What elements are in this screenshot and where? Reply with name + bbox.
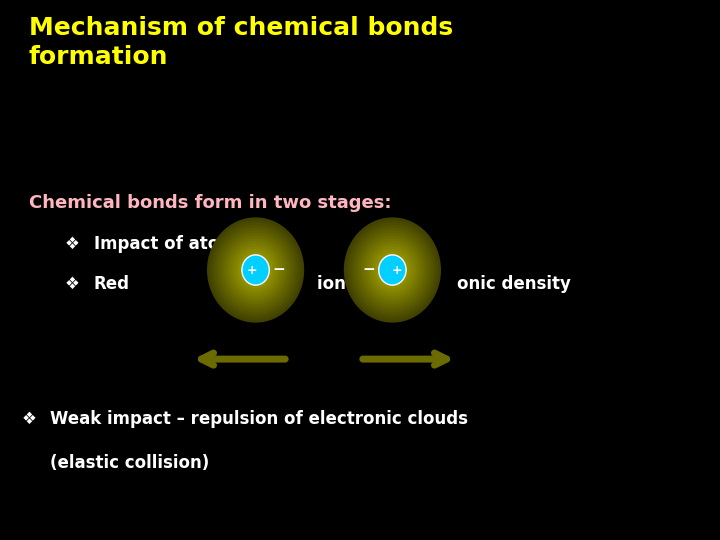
Ellipse shape — [356, 231, 429, 309]
Ellipse shape — [346, 220, 438, 320]
Ellipse shape — [231, 244, 280, 296]
Ellipse shape — [348, 222, 436, 318]
Ellipse shape — [238, 252, 273, 288]
Ellipse shape — [361, 236, 424, 304]
Ellipse shape — [366, 241, 419, 299]
Ellipse shape — [359, 233, 426, 307]
Ellipse shape — [373, 249, 412, 291]
Ellipse shape — [368, 244, 417, 296]
Text: ❖: ❖ — [65, 235, 79, 253]
Ellipse shape — [383, 260, 402, 280]
Text: Chemical bonds form in two stages:: Chemical bonds form in two stages: — [29, 194, 391, 212]
Text: ❖: ❖ — [22, 410, 36, 428]
Ellipse shape — [219, 231, 292, 309]
Ellipse shape — [385, 262, 400, 278]
Ellipse shape — [380, 257, 405, 283]
Ellipse shape — [242, 255, 269, 285]
Text: Weak impact – repulsion of electronic clouds: Weak impact – repulsion of electronic cl… — [50, 410, 469, 428]
Ellipse shape — [222, 233, 289, 307]
Ellipse shape — [246, 260, 265, 280]
Ellipse shape — [375, 252, 410, 288]
Text: onic density: onic density — [457, 275, 571, 293]
Text: ❖: ❖ — [65, 275, 79, 293]
Ellipse shape — [215, 225, 297, 315]
Ellipse shape — [351, 225, 433, 315]
Ellipse shape — [226, 239, 285, 301]
Ellipse shape — [354, 228, 431, 312]
Ellipse shape — [243, 257, 268, 283]
Ellipse shape — [364, 239, 422, 301]
Ellipse shape — [236, 249, 275, 291]
Text: (elastic collision): (elastic collision) — [50, 454, 210, 471]
Ellipse shape — [387, 265, 397, 275]
Text: +: + — [246, 264, 257, 276]
Ellipse shape — [344, 217, 441, 322]
Ellipse shape — [379, 255, 406, 285]
Text: Impact of atoms: Impact of atoms — [94, 235, 246, 253]
Text: ion o: ion o — [317, 275, 363, 293]
Text: Mechanism of chemical bonds
formation: Mechanism of chemical bonds formation — [29, 16, 453, 69]
Ellipse shape — [224, 236, 287, 304]
Text: −: − — [363, 262, 376, 278]
Ellipse shape — [234, 246, 277, 294]
Ellipse shape — [210, 220, 302, 320]
Ellipse shape — [229, 241, 282, 299]
Text: Red: Red — [94, 275, 130, 293]
Ellipse shape — [217, 228, 294, 312]
Text: −: − — [272, 262, 285, 278]
Ellipse shape — [378, 254, 407, 286]
Ellipse shape — [207, 217, 304, 322]
Ellipse shape — [371, 246, 414, 294]
Ellipse shape — [253, 267, 258, 273]
Ellipse shape — [212, 222, 300, 318]
Ellipse shape — [390, 267, 395, 273]
Ellipse shape — [251, 265, 261, 275]
Text: +: + — [391, 264, 402, 276]
Ellipse shape — [248, 262, 263, 278]
Ellipse shape — [241, 254, 270, 286]
